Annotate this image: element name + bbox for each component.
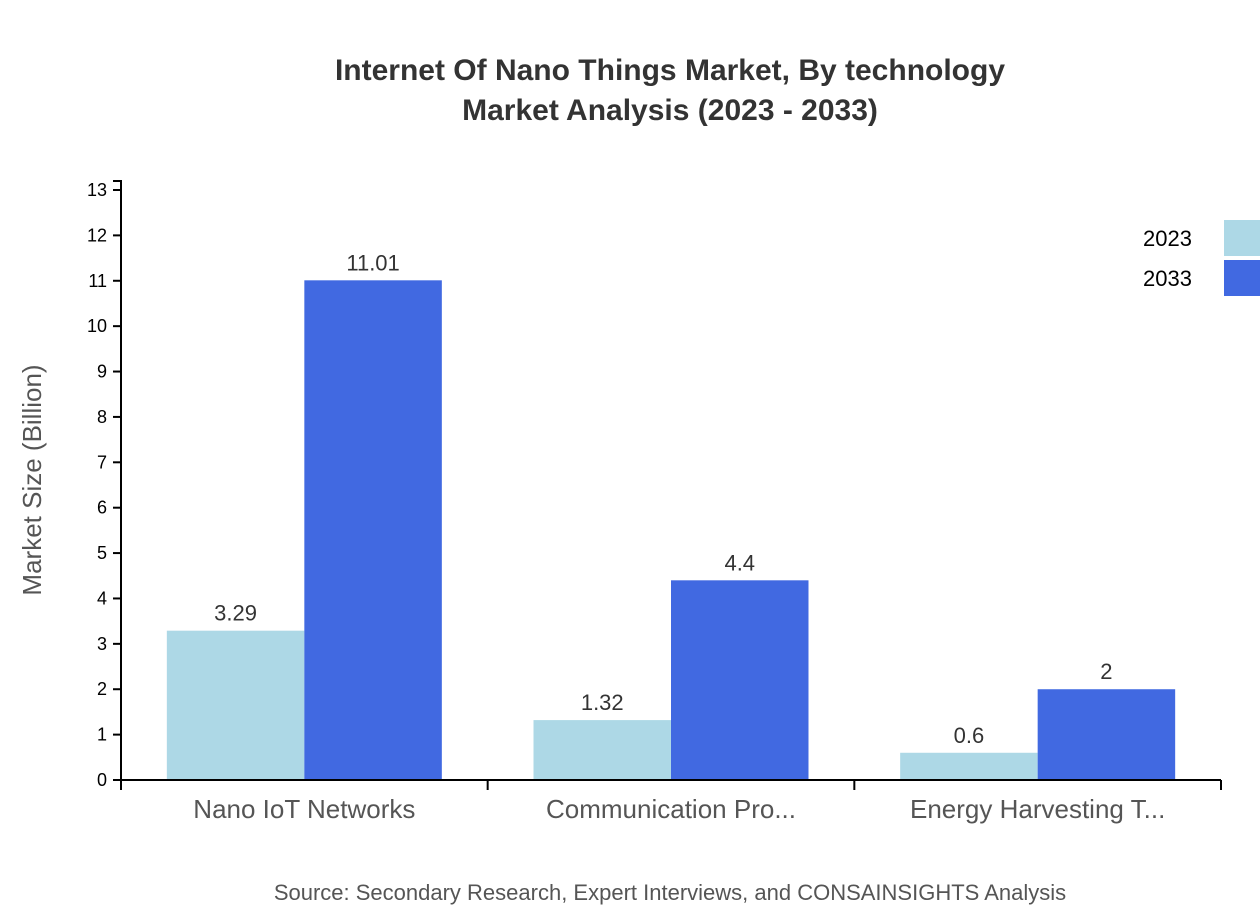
legend-swatch-2023	[1224, 220, 1260, 256]
source-note: Source: Secondary Research, Expert Inter…	[274, 880, 1066, 905]
x-tick-label: Energy Harvesting T...	[910, 794, 1165, 824]
y-tick-label: 7	[97, 452, 107, 472]
y-tick-label: 4	[97, 588, 107, 608]
legend-label-2023: 2023	[1143, 226, 1192, 251]
legend-swatch-2033	[1224, 260, 1260, 296]
y-tick-label: 5	[97, 543, 107, 563]
chart-title: Internet Of Nano Things Market, By techn…	[335, 54, 1005, 87]
x-tick-label: Nano IoT Networks	[193, 794, 415, 824]
y-tick-label: 0	[97, 770, 107, 790]
legend-label-2033: 2033	[1143, 266, 1192, 291]
y-tick-label: 3	[97, 634, 107, 654]
data-label-2023-2: 0.6	[954, 723, 985, 748]
y-tick-label: 13	[87, 180, 107, 200]
data-label-2023-1: 1.32	[581, 690, 624, 715]
y-tick-label: 8	[97, 407, 107, 427]
y-tick-label: 2	[97, 679, 107, 699]
data-label-2033-1: 4.4	[724, 550, 755, 575]
bar-2023-1	[533, 720, 671, 780]
y-tick-label: 9	[97, 362, 107, 382]
y-tick-label: 10	[87, 316, 107, 336]
data-label-2023-0: 3.29	[214, 601, 257, 626]
data-label-2033-0: 11.01	[346, 250, 399, 275]
y-tick-label: 1	[97, 725, 107, 745]
bar-2033-0	[304, 280, 442, 780]
bar-2023-2	[900, 752, 1038, 780]
y-axis-label: Market Size (Billion)	[17, 364, 47, 595]
chart-subtitle: Market Analysis (2023 - 2033)	[462, 94, 878, 127]
bar-2033-2	[1037, 689, 1176, 780]
y-tick-label: 6	[97, 498, 107, 518]
y-tick-label: 11	[88, 271, 107, 291]
bar-2033-1	[671, 580, 809, 780]
x-tick-label: Communication Pro...	[546, 794, 796, 824]
data-label-2033-2: 2	[1100, 659, 1112, 684]
y-tick-label: 12	[87, 225, 107, 245]
bar-2023-0	[166, 630, 305, 780]
